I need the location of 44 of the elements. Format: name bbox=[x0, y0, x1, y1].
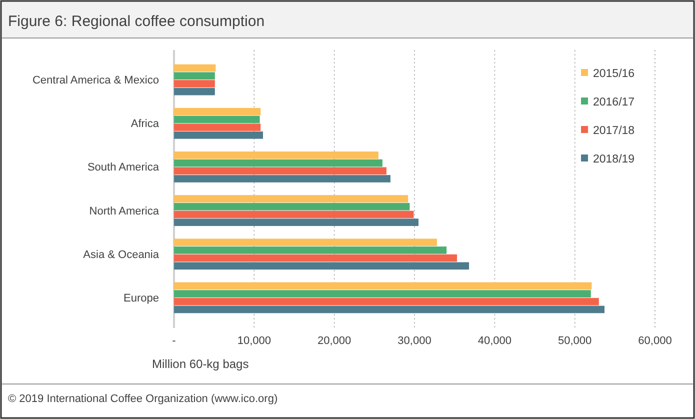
y-tick-label: Europe bbox=[124, 292, 159, 304]
legend-label: 2016/17 bbox=[593, 96, 635, 108]
bar bbox=[174, 175, 390, 182]
bar bbox=[174, 306, 604, 314]
legend-label: 2015/16 bbox=[593, 68, 635, 80]
bar bbox=[174, 131, 263, 139]
chart-title: Figure 6: Regional coffee consumption bbox=[8, 13, 265, 30]
bar bbox=[174, 159, 382, 167]
bar bbox=[174, 80, 215, 88]
bar bbox=[174, 72, 215, 80]
y-tick-label: Asia & Oceania bbox=[83, 248, 160, 261]
legend-label: 2017/18 bbox=[593, 125, 635, 137]
bar bbox=[174, 238, 437, 246]
bar bbox=[174, 116, 260, 124]
x-tick-label: 50,000 bbox=[558, 335, 592, 348]
bar bbox=[174, 88, 215, 96]
bar bbox=[174, 64, 216, 72]
bar bbox=[174, 254, 457, 262]
bar bbox=[174, 152, 378, 159]
x-tick-label: 20,000 bbox=[318, 335, 352, 348]
bar bbox=[174, 290, 591, 298]
bar bbox=[174, 202, 410, 210]
bar bbox=[174, 210, 414, 218]
y-tick-label: South America bbox=[87, 162, 160, 174]
x-tick-label: 60,000 bbox=[638, 335, 672, 348]
x-tick-label: 40,000 bbox=[478, 335, 512, 348]
y-tick-label: Africa bbox=[130, 118, 160, 130]
y-tick-label: Central America & Mexico bbox=[32, 74, 159, 87]
bar bbox=[174, 218, 419, 226]
text: © 2019 International Coffee Organization (www.ico.org) bbox=[8, 393, 278, 405]
bar bbox=[174, 282, 592, 290]
bar bbox=[174, 108, 261, 116]
bar bbox=[174, 124, 261, 131]
bar bbox=[174, 246, 447, 254]
legend-label: 2018/19 bbox=[593, 154, 635, 166]
x-tick-label: 30,000 bbox=[398, 335, 432, 348]
bar bbox=[174, 195, 408, 202]
bar bbox=[174, 298, 599, 306]
x-axis-title: Million 60-kg bags bbox=[152, 357, 249, 371]
bar bbox=[174, 167, 386, 175]
x-tick-label: - bbox=[172, 335, 176, 348]
bar bbox=[174, 262, 470, 270]
y-tick-label: North America bbox=[89, 205, 160, 218]
x-tick-label: 10,000 bbox=[237, 335, 271, 348]
